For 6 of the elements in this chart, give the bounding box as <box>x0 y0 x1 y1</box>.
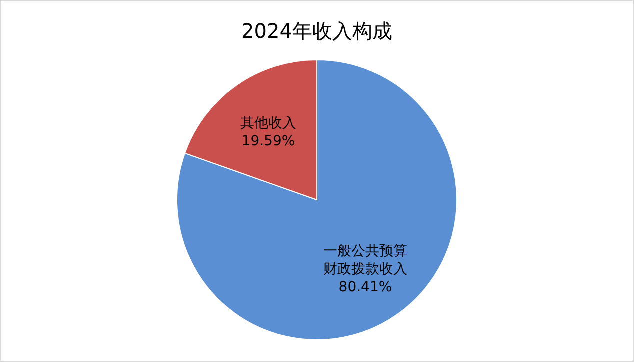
pie-slice <box>176 60 458 340</box>
data-label: 80.41% <box>338 280 392 296</box>
data-label: 19.59% <box>242 133 296 150</box>
slice-label: 一般公共预算财政拨款收入 <box>323 244 408 278</box>
chart-title: 2024年收入构成 <box>242 19 392 43</box>
slice-label: 其他收入 <box>240 115 297 132</box>
